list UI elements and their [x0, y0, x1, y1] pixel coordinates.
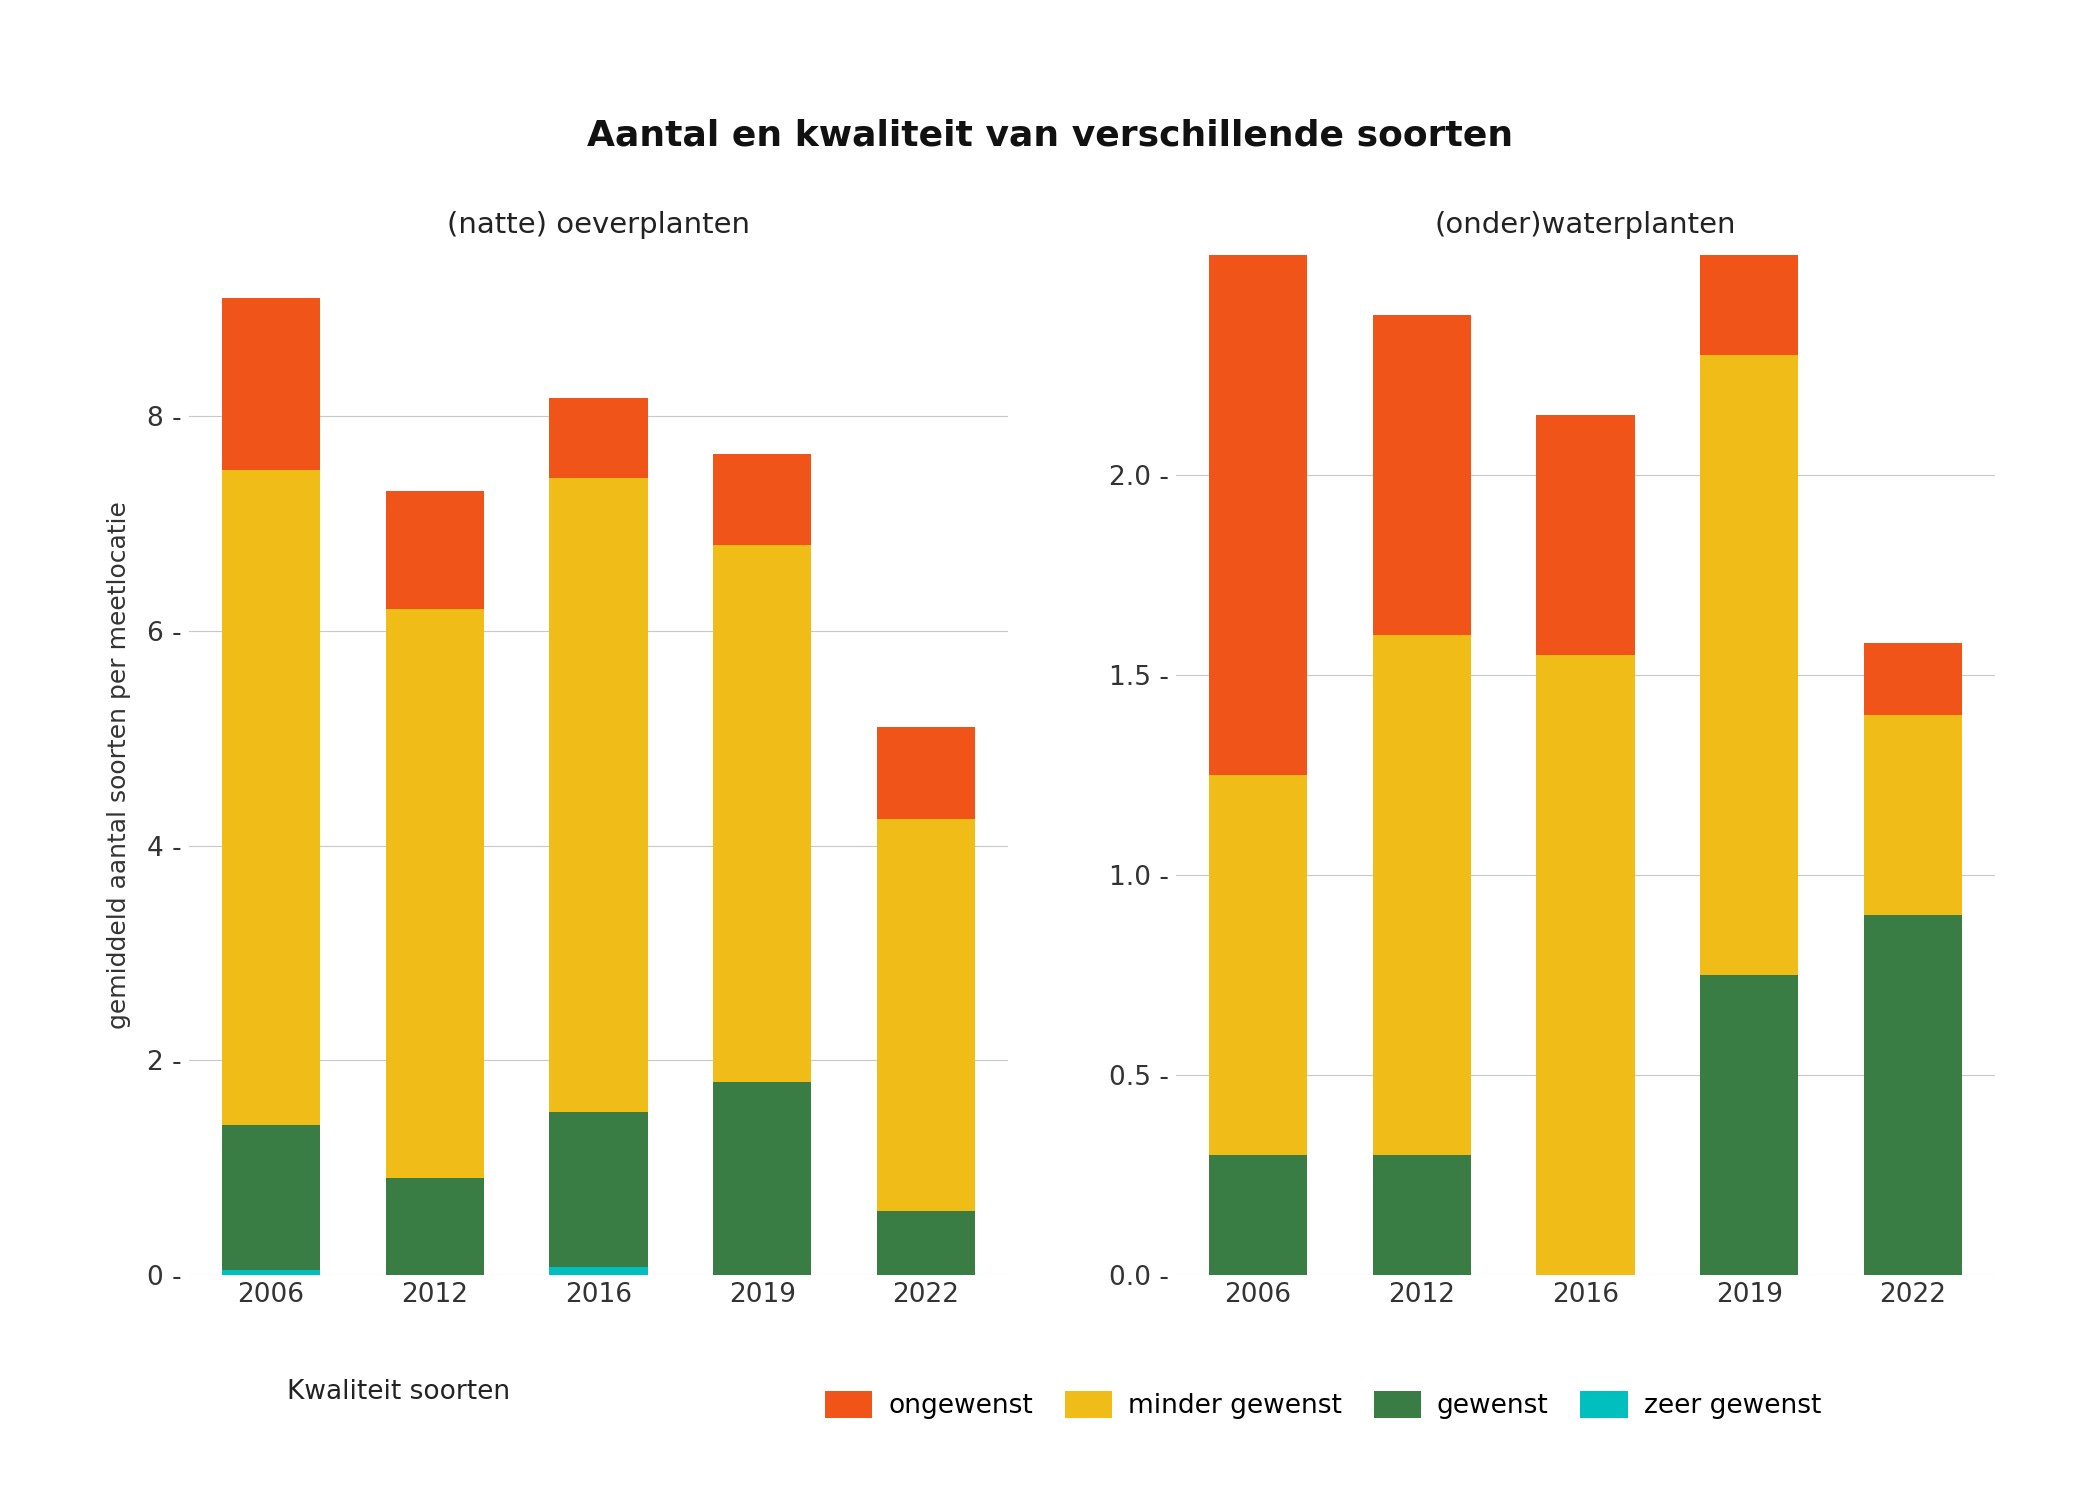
Bar [223, 298, 319, 470]
Bar [1537, 416, 1634, 656]
Bar [878, 728, 974, 819]
Bar [1210, 1155, 1306, 1275]
Bar [878, 819, 974, 1210]
Title: (natte) oeverplanten: (natte) oeverplanten [447, 211, 750, 238]
Y-axis label: gemiddeld aantal soorten per meetlocatie: gemiddeld aantal soorten per meetlocatie [107, 501, 130, 1029]
Bar [223, 1269, 319, 1275]
Bar [223, 1125, 319, 1269]
Bar [550, 1112, 647, 1268]
Bar [1701, 975, 1798, 1275]
Bar [223, 470, 319, 1125]
Bar [550, 478, 647, 1112]
Text: Kwaliteit soorten: Kwaliteit soorten [288, 1378, 510, 1406]
Bar [1865, 716, 1961, 915]
Legend: ongewenst, minder gewenst, gewenst, zeer gewenst: ongewenst, minder gewenst, gewenst, zeer… [825, 1390, 1821, 1419]
Bar [1210, 776, 1306, 1155]
Bar [386, 609, 483, 1179]
Bar [550, 1268, 647, 1275]
Text: Aantal en kwaliteit van verschillende soorten: Aantal en kwaliteit van verschillende so… [586, 118, 1514, 152]
Title: (onder)waterplanten: (onder)waterplanten [1434, 211, 1737, 238]
Bar [1701, 356, 1798, 975]
Bar [714, 1082, 811, 1275]
Bar [1701, 15, 1798, 355]
Bar [1865, 644, 1961, 716]
Bar [1210, 116, 1306, 776]
Bar [714, 544, 811, 1082]
Bar [386, 1179, 483, 1275]
Bar [1373, 1155, 1470, 1275]
Bar [1865, 915, 1961, 1275]
Bar [878, 1210, 974, 1275]
Bar [1373, 634, 1470, 1155]
Bar [550, 398, 647, 478]
Bar [1373, 315, 1470, 634]
Bar [386, 490, 483, 609]
Bar [1537, 656, 1634, 1275]
Bar [714, 453, 811, 544]
